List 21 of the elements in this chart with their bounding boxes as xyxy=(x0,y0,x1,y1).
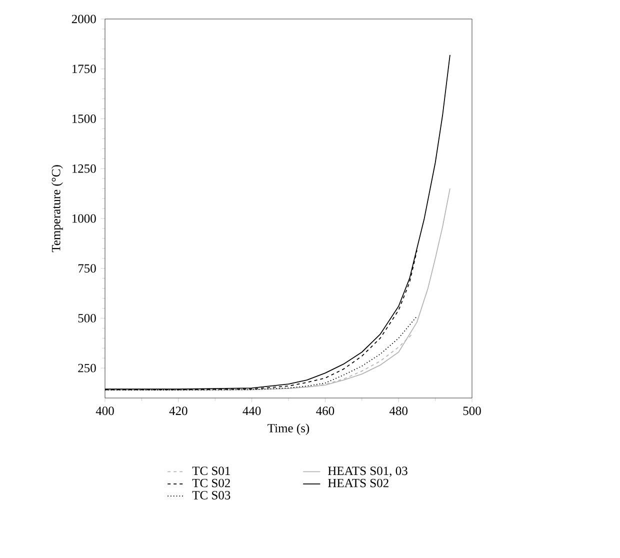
y-tick-label: 1750 xyxy=(72,64,96,74)
y-tick-label: 500 xyxy=(78,314,96,322)
y-tick-label: 1000 xyxy=(72,214,96,223)
legend-label: TC S03 xyxy=(192,491,230,500)
y-tick-label: 250 xyxy=(78,364,96,372)
x-axis-title: Time (s) xyxy=(268,424,310,435)
x-tick-label: 420 xyxy=(169,406,188,416)
y-axis-title: Temperature (°C) xyxy=(52,165,63,252)
x-tick-label: 460 xyxy=(316,406,334,416)
x-tick-label: 400 xyxy=(96,406,114,416)
legend-label: HEATS S02 xyxy=(328,478,388,488)
legend-label: TC S02 xyxy=(192,478,230,488)
y-tick-label: 1250 xyxy=(72,164,96,173)
x-tick-label: 440 xyxy=(242,406,261,416)
y-tick-label: 750 xyxy=(78,264,96,273)
x-tick-label: 480 xyxy=(389,406,408,416)
legend-label: TC S01 xyxy=(192,466,230,476)
y-tick-label: 2000 xyxy=(72,14,96,24)
x-tick-label: 500 xyxy=(463,406,481,416)
legend-label: HEATS S01, 03 xyxy=(328,466,408,477)
y-tick-label: 1500 xyxy=(72,114,96,123)
